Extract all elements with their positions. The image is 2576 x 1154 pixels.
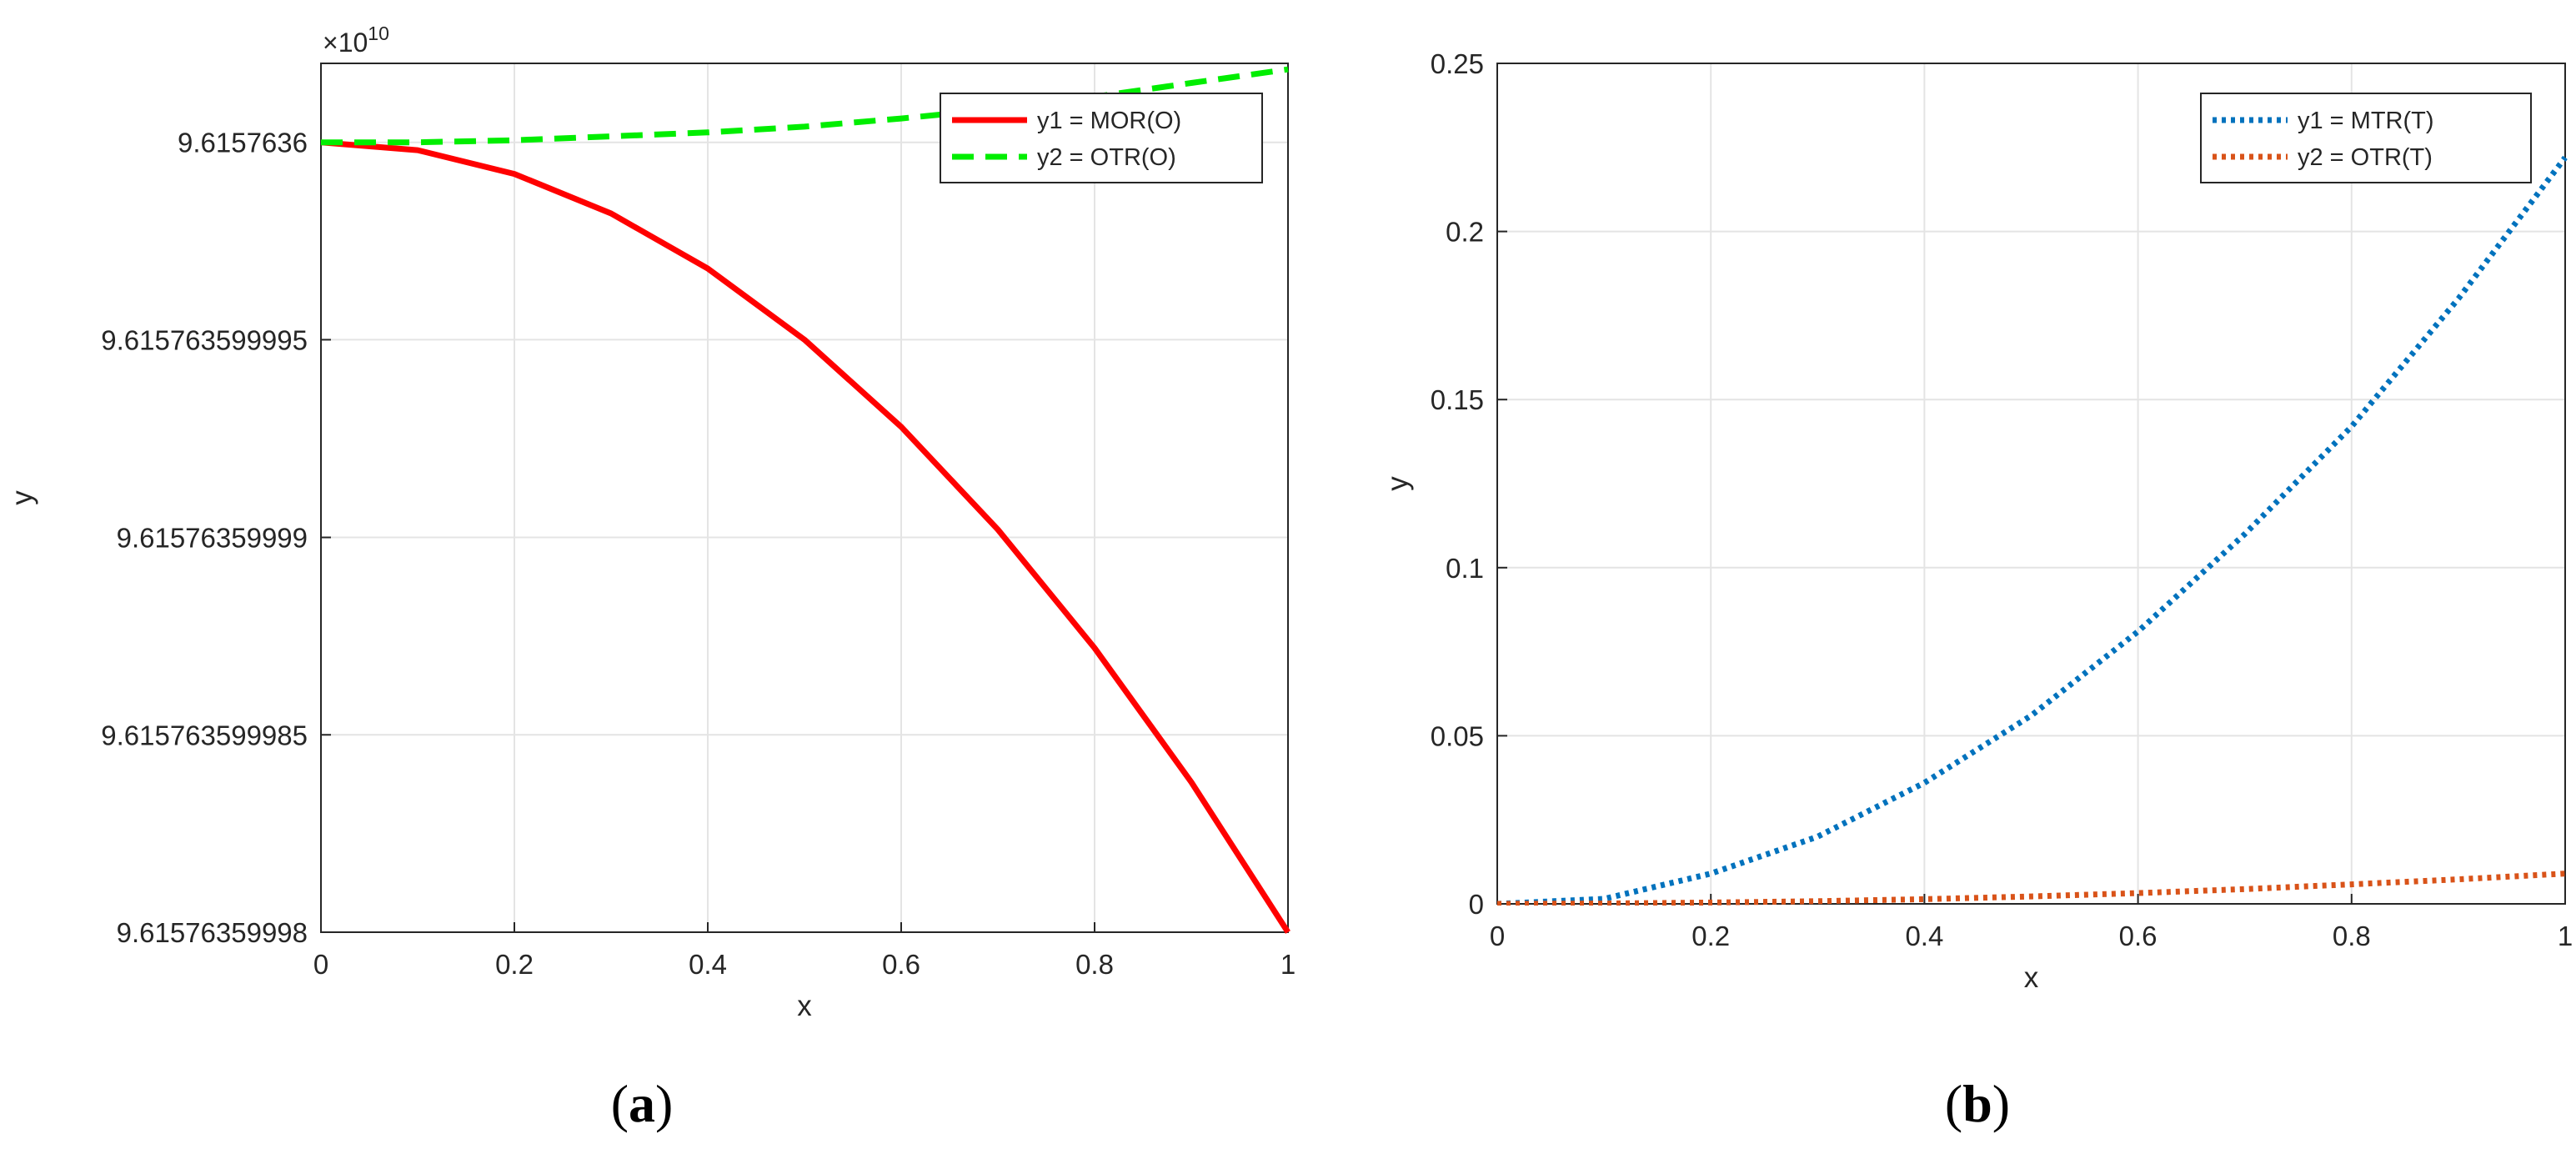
caption-b: (b) — [1945, 1074, 2010, 1133]
panel-b: 0 0.2 0.4 0.6 0.8 1 0 0.05 0.1 0.15 0.2 0.25 x y y1 = … — [1381, 48, 2573, 994]
plot-area — [1497, 63, 2565, 904]
y-axis-label: y — [6, 490, 38, 505]
x-tick-label: 0.6 — [882, 949, 920, 980]
legend-box — [940, 93, 1263, 183]
y-axis-label: y — [1381, 476, 1414, 491]
y-exponent-label: ×1010 — [323, 23, 389, 58]
y-tick-label: 9.6157636 — [178, 128, 308, 158]
series-line-2 — [321, 66, 1289, 146]
plot-area — [321, 63, 1288, 932]
legend-label: y2 = OTR(T) — [2298, 144, 2433, 171]
y-tick-label: 9.61576359998 — [117, 917, 308, 948]
y-tick-label: 0.2 — [1446, 217, 1484, 248]
x-tick-label: 0.2 — [1691, 921, 1730, 951]
series-line-2 — [1497, 871, 2566, 906]
legend-box — [2200, 93, 2532, 183]
y-tick-label: 0.25 — [1431, 48, 1484, 79]
axes-box — [1496, 63, 2566, 905]
legend-label: y1 = MOR(O) — [1037, 108, 1181, 134]
x-tick-label: 0.4 — [689, 949, 727, 980]
x-tick-label: 0.4 — [1905, 921, 1943, 951]
series-line-1 — [321, 139, 1291, 934]
y-tick-label: 0.1 — [1446, 553, 1484, 584]
y-tick-label: 0.05 — [1431, 720, 1484, 751]
x-tick-label: 0 — [1490, 921, 1505, 951]
x-tick-label: 0.8 — [2333, 921, 2371, 951]
axes-box — [320, 63, 1289, 933]
legend-label: y1 = MTR(T) — [2298, 108, 2434, 134]
x-axis-label: x — [797, 990, 812, 1022]
x-tick-label: 0.2 — [495, 949, 534, 980]
panel-a: 0 0.2 0.4 0.6 0.8 1 9.6157636 9.615763599995 9.6… — [6, 23, 1296, 1022]
x-tick-label: 0 — [313, 949, 328, 980]
y-tick-label: 0.15 — [1431, 384, 1484, 415]
y-tick-label: 9.61576359999 — [117, 523, 308, 554]
x-tick-label: 0.8 — [1075, 949, 1114, 980]
x-axis-label: x — [2024, 961, 2039, 994]
caption-a: (a) — [611, 1074, 674, 1133]
x-tick-label: 0.6 — [2119, 921, 2158, 951]
x-tick-label: 1 — [1280, 949, 1296, 980]
y-tick-label: 9.615763599985 — [101, 720, 308, 750]
legend-label: y2 = OTR(O) — [1037, 144, 1176, 171]
y-tick-label: 0 — [1469, 889, 1484, 920]
x-tick-label: 1 — [2558, 921, 2573, 951]
y-tick-label: 9.615763599995 — [101, 324, 308, 355]
